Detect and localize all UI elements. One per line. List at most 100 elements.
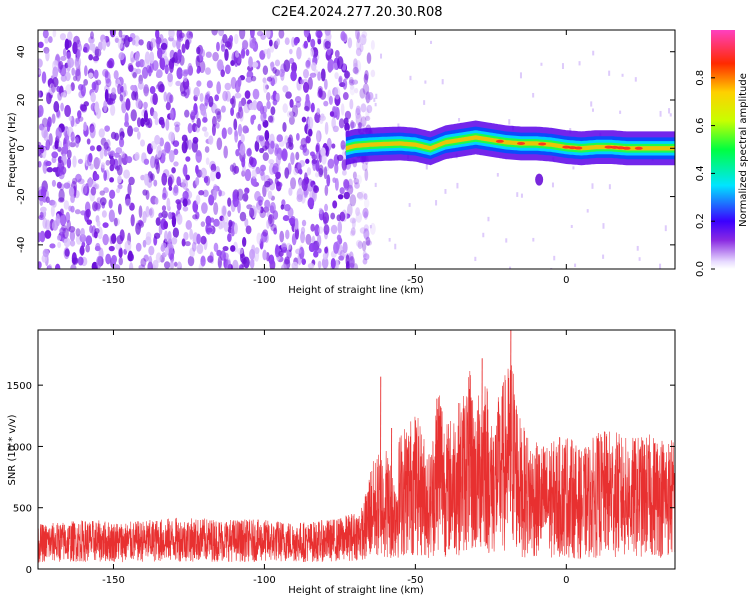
- noise-blob: [359, 43, 364, 53]
- colorbar-gradient: [711, 30, 735, 269]
- noise-blob: [181, 43, 186, 54]
- noise-blob: [83, 101, 90, 107]
- noise-blob: [355, 239, 363, 248]
- noise-blob: [186, 30, 192, 39]
- noise-blob: [321, 257, 329, 269]
- noise-blob: [285, 141, 290, 149]
- noise-blob: [334, 177, 339, 191]
- noise-blob: [237, 247, 244, 255]
- noise-blob: [130, 214, 135, 227]
- noise-blob: [351, 79, 359, 85]
- noise-blob: [233, 118, 238, 131]
- noise-blob: [80, 84, 86, 97]
- noise-blob: [285, 229, 290, 240]
- noise-blob: [268, 159, 275, 165]
- noise-blob: [113, 70, 119, 80]
- noise-blob: [115, 147, 123, 155]
- noise-blob: [361, 162, 368, 172]
- noise-blob: [193, 86, 200, 98]
- noise-blob: [144, 51, 151, 64]
- noise-blob: [109, 30, 116, 38]
- noise-blob: [143, 254, 149, 262]
- noise-blob: [173, 161, 179, 167]
- noise-speckle: [444, 189, 447, 194]
- noise-blob: [291, 62, 298, 74]
- noise-blob: [118, 127, 125, 141]
- noise-blob: [311, 62, 317, 72]
- noise-blob: [216, 41, 220, 52]
- noise-blob: [91, 81, 97, 91]
- noise-blob: [66, 157, 72, 169]
- noise-blob: [80, 227, 85, 238]
- snr-ytick-label: 1000: [7, 442, 32, 453]
- noise-blob: [317, 71, 322, 81]
- noise-blob: [40, 186, 47, 199]
- noise-blob: [342, 78, 348, 90]
- noise-blob: [353, 58, 358, 68]
- noise-blob: [259, 168, 265, 177]
- noise-blob: [196, 46, 201, 55]
- noise-blob: [284, 37, 290, 46]
- noise-blob: [353, 178, 360, 185]
- noise-blob: [307, 263, 315, 269]
- noise-speckle: [496, 173, 499, 177]
- noise-blob: [156, 144, 162, 158]
- noise-blob: [241, 170, 246, 177]
- noise-blob: [364, 168, 369, 181]
- noise-speckle: [375, 93, 378, 100]
- noise-blob: [362, 250, 367, 258]
- noise-blob: [340, 30, 346, 41]
- noise-blob: [187, 122, 193, 134]
- noise-blob: [220, 205, 227, 217]
- noise-blob: [205, 93, 210, 101]
- noise-blob: [118, 257, 123, 266]
- noise-blob: [283, 59, 291, 72]
- noise-blob: [347, 203, 353, 217]
- noise-blob: [343, 179, 350, 191]
- ridge-hotspot: [604, 145, 613, 149]
- noise-blob: [185, 220, 192, 230]
- spectrogram-frame: [37, 29, 676, 270]
- noise-blob: [69, 230, 76, 242]
- spectrogram-xtick-label: 0: [563, 275, 569, 286]
- noise-blob: [230, 245, 236, 252]
- noise-blob: [88, 176, 93, 188]
- noise-blob: [342, 241, 348, 254]
- noise-blob: [176, 176, 182, 187]
- noise-blob: [103, 149, 108, 157]
- noise-speckle: [520, 193, 523, 198]
- noise-blob: [265, 30, 271, 39]
- noise-blob: [320, 147, 326, 157]
- noise-blob: [109, 235, 114, 245]
- noise-blob: [181, 238, 186, 247]
- noise-speckle: [369, 225, 372, 229]
- noise-blob: [224, 82, 232, 91]
- noise-speckle: [578, 61, 581, 66]
- noise-blob: [168, 185, 173, 191]
- noise-blob: [121, 151, 125, 159]
- noise-blob: [90, 92, 96, 103]
- noise-speckle: [423, 100, 426, 105]
- noise-blob: [363, 198, 370, 209]
- noise-blob: [64, 38, 70, 50]
- ridge-hotspot: [568, 146, 577, 150]
- noise-blob: [291, 261, 299, 269]
- noise-blob: [105, 159, 111, 166]
- noise-blob: [278, 68, 286, 78]
- noise-blob: [360, 34, 367, 46]
- noise-blob: [302, 68, 309, 79]
- noise-blob: [88, 72, 94, 79]
- noise-blob: [175, 199, 181, 205]
- colorbar-label: Normalized spectral amplitude: [738, 73, 749, 227]
- noise-blob: [363, 193, 368, 200]
- noise-blob: [101, 210, 107, 218]
- noise-blob: [183, 69, 191, 75]
- noise-blob: [115, 242, 122, 250]
- noise-blob: [359, 88, 366, 99]
- noise-blob: [227, 126, 233, 135]
- noise-blob: [300, 226, 306, 235]
- noise-blob: [303, 40, 308, 49]
- noise-blob: [325, 145, 330, 157]
- noise-blob: [118, 30, 123, 38]
- noise-blob: [268, 39, 273, 47]
